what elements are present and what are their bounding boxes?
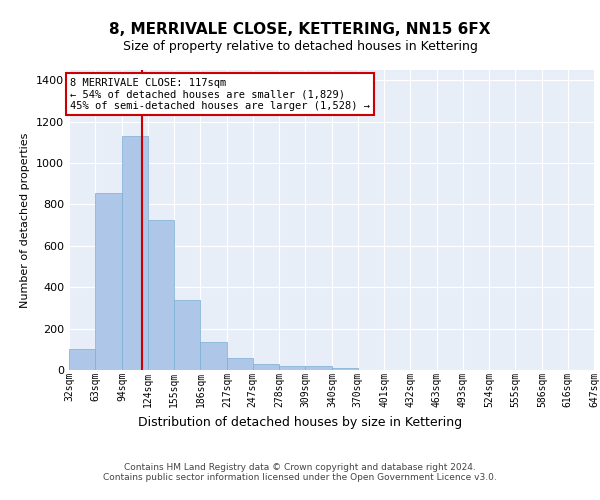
Bar xyxy=(227,358,253,370)
Text: Distribution of detached houses by size in Kettering: Distribution of detached houses by size … xyxy=(138,416,462,429)
Text: 8 MERRIVALE CLOSE: 117sqm
← 54% of detached houses are smaller (1,829)
45% of se: 8 MERRIVALE CLOSE: 117sqm ← 54% of detac… xyxy=(70,78,370,110)
Text: Size of property relative to detached houses in Kettering: Size of property relative to detached ho… xyxy=(122,40,478,53)
Y-axis label: Number of detached properties: Number of detached properties xyxy=(20,132,31,308)
Bar xyxy=(148,220,174,370)
Bar xyxy=(69,350,95,370)
Text: 8, MERRIVALE CLOSE, KETTERING, NN15 6FX: 8, MERRIVALE CLOSE, KETTERING, NN15 6FX xyxy=(109,22,491,38)
Bar xyxy=(253,364,279,370)
Bar xyxy=(279,366,305,370)
Bar xyxy=(174,300,200,370)
Bar xyxy=(200,342,227,370)
Bar xyxy=(305,366,332,370)
Bar xyxy=(122,136,148,370)
Bar xyxy=(332,368,358,370)
Bar xyxy=(95,193,122,370)
Text: Contains HM Land Registry data © Crown copyright and database right 2024.
Contai: Contains HM Land Registry data © Crown c… xyxy=(103,463,497,482)
